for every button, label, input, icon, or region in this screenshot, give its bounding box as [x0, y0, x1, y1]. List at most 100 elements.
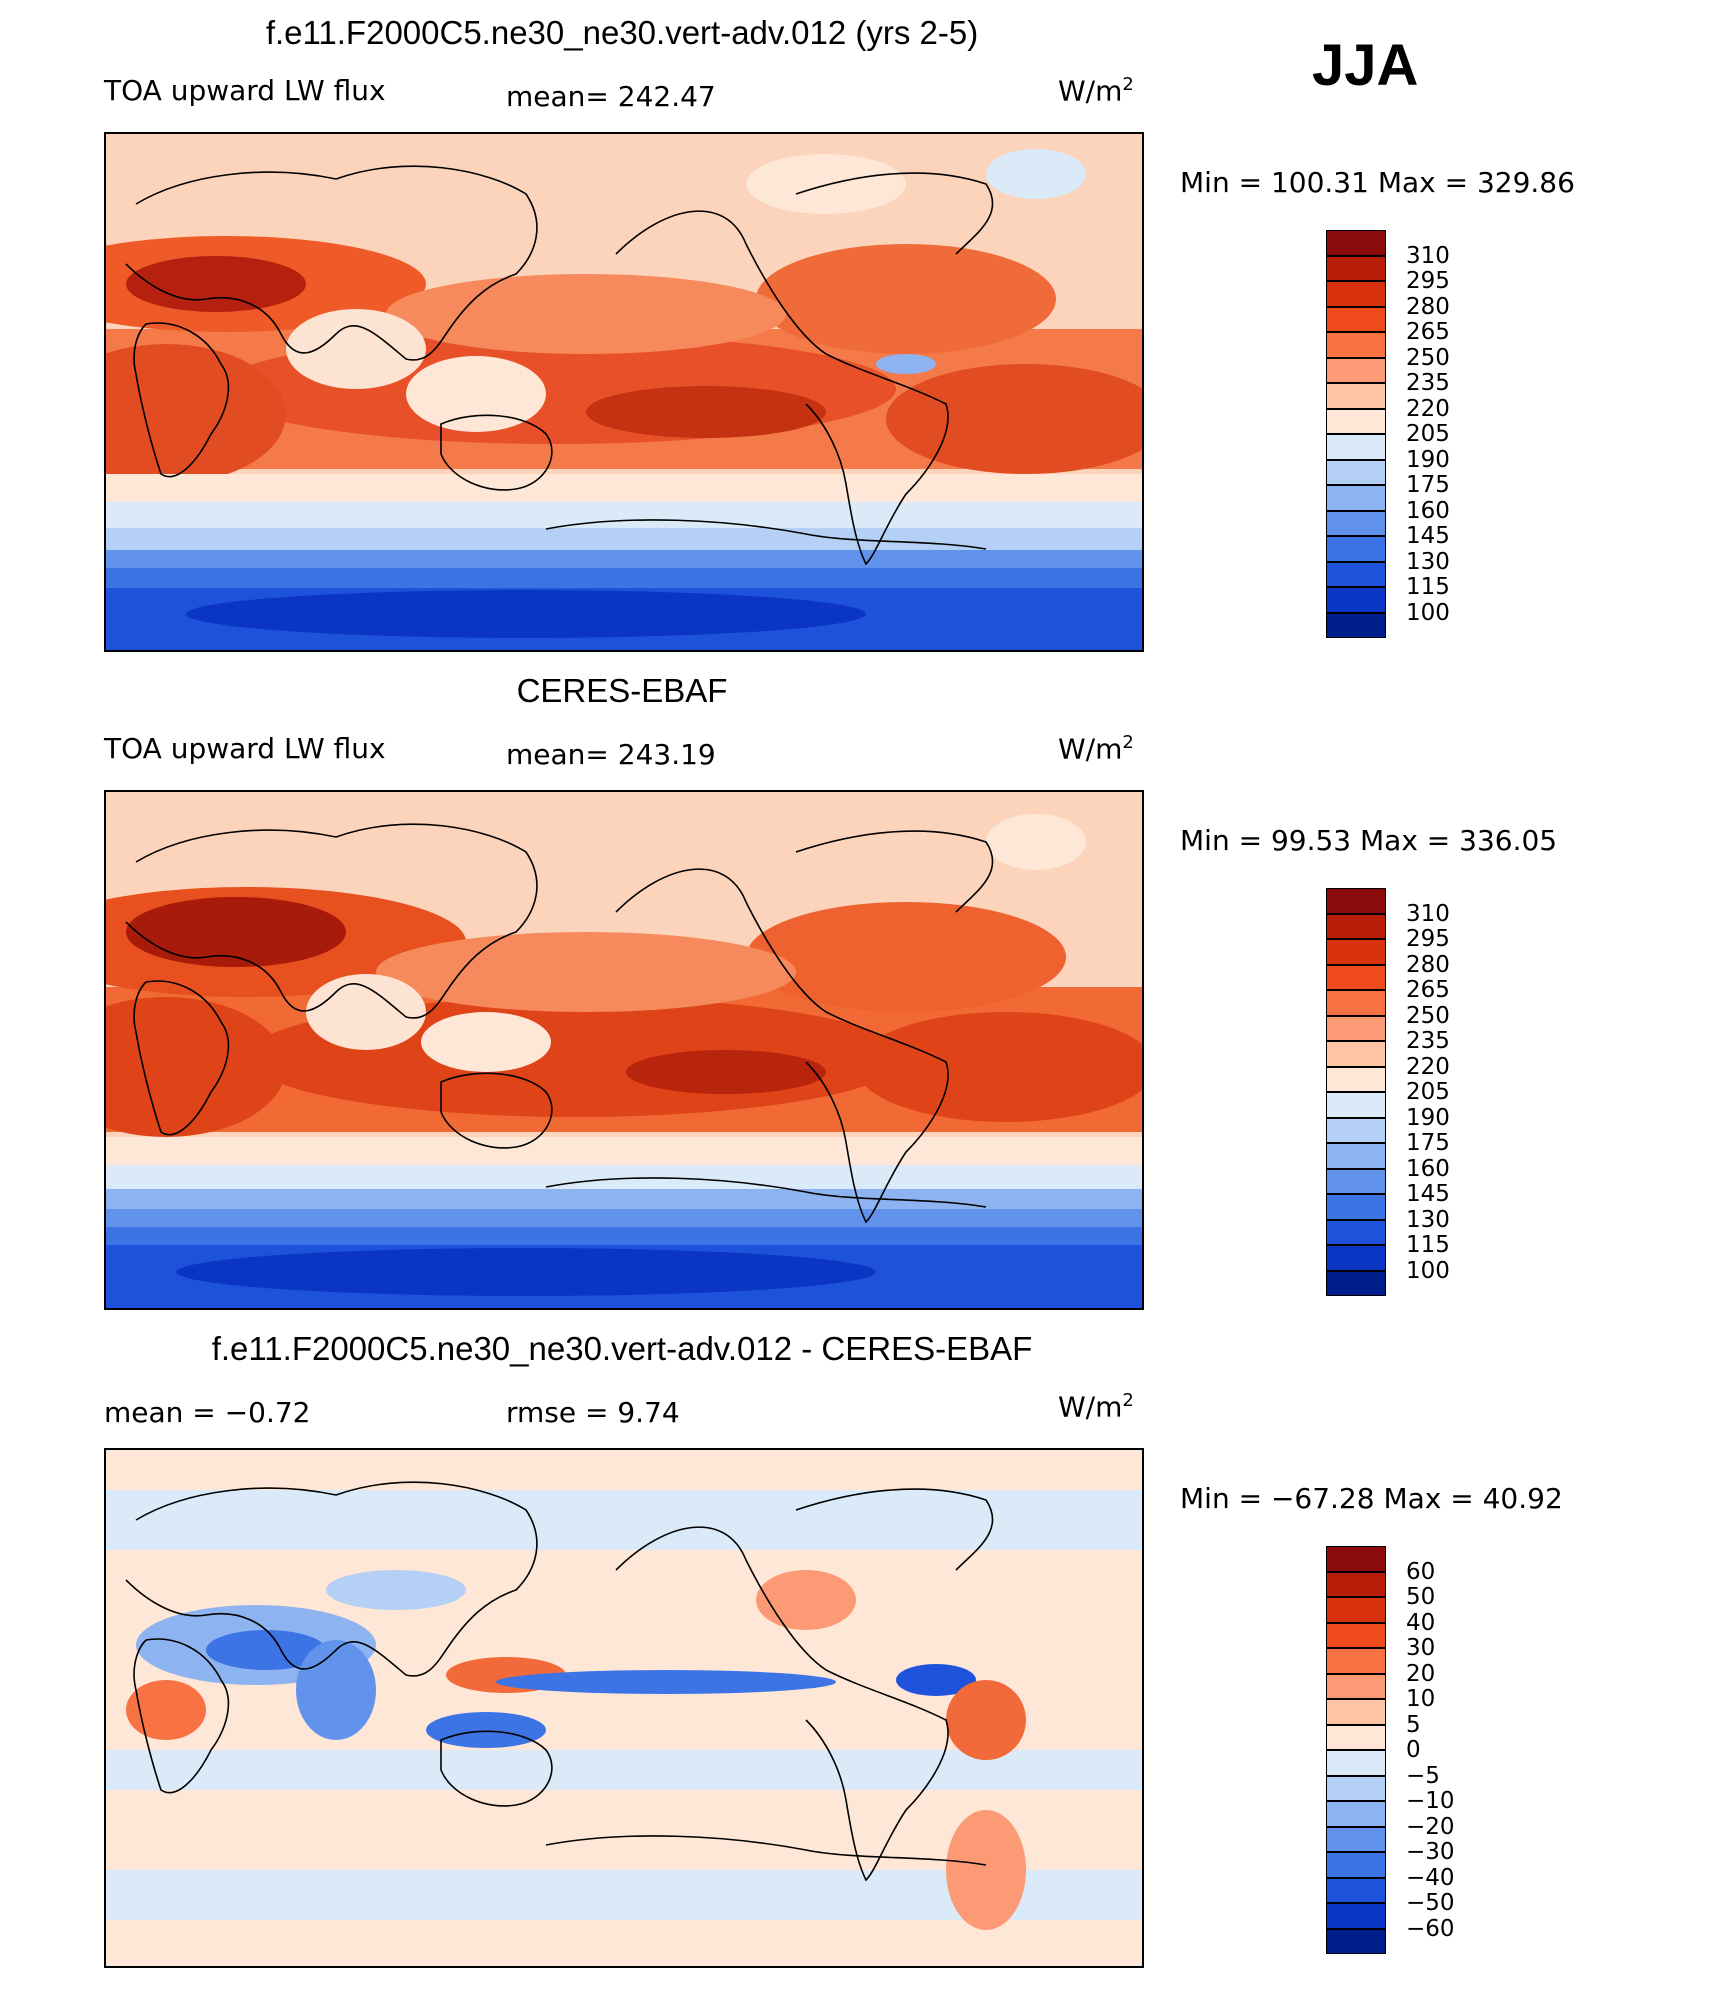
colorbar-swatch	[1326, 1622, 1386, 1648]
colorbar-tick-label: 175	[1406, 472, 1450, 498]
colorbar-swatch	[1326, 1245, 1386, 1271]
colorbar-tick-label: 310	[1406, 900, 1450, 927]
colorbar-swatch	[1326, 1092, 1386, 1118]
colorbar-swatch	[1326, 357, 1386, 383]
colorbar-tick-label: −50	[1406, 1890, 1455, 1916]
colorbar-tick-label: 100	[1406, 1257, 1450, 1284]
panel-3-mean-label: mean = −0.72	[104, 1396, 311, 1429]
colorbar-swatch	[1326, 1117, 1386, 1143]
colorbar-tick-label: 265	[1406, 977, 1450, 1003]
colorbar-swatch	[1326, 1928, 1386, 1954]
colorbar-tick-label: −5	[1406, 1762, 1440, 1789]
colorbar-tick-label: 175	[1406, 1130, 1450, 1156]
panel-1-title: f.e11.F2000C5.ne30_ne30.vert-adv.012 (yr…	[265, 14, 979, 51]
colorbar-swatch	[1326, 913, 1386, 939]
colorbar-swatch	[1326, 459, 1386, 485]
colorbar-tick-label: 130	[1406, 1206, 1450, 1233]
colorbar-tick-label: 160	[1406, 1155, 1450, 1182]
colorbar-tick-label: −60	[1406, 1915, 1455, 1942]
panel-3-title: f.e11.F2000C5.ne30_ne30.vert-adv.012 - C…	[211, 1330, 1033, 1367]
season-label: JJA	[1312, 33, 1419, 98]
colorbar-swatch	[1326, 1877, 1386, 1903]
colorbar-tick-label: 40	[1406, 1609, 1436, 1636]
colorbar-swatch	[1326, 434, 1386, 460]
colorbar-swatch	[1326, 281, 1386, 307]
colorbar-tick-label: 115	[1406, 1232, 1450, 1258]
colorbar-tick-label: −20	[1406, 1813, 1455, 1840]
colorbar-tick-label: 205	[1406, 421, 1450, 447]
colorbar-tick-label: 20	[1406, 1660, 1436, 1687]
colorbar-tick-label: 250	[1406, 1002, 1450, 1029]
panel-1-map-svg	[106, 134, 1142, 650]
colorbar-swatch	[1326, 1571, 1386, 1597]
colorbar-tick-label: 235	[1406, 370, 1450, 396]
colorbar-swatch	[1326, 1903, 1386, 1929]
colorbar-tick-label: 310	[1406, 242, 1450, 269]
colorbar-swatch	[1326, 1801, 1386, 1827]
colorbar-swatch	[1326, 1699, 1386, 1725]
colorbar-tick-label: 160	[1406, 497, 1450, 524]
colorbar-tick-label: 145	[1406, 523, 1450, 549]
colorbar-swatch	[1326, 587, 1386, 613]
panel-2-minmax: Min = 99.53 Max = 336.05	[1180, 824, 1558, 857]
panel-3-rmse-label: rmse = 9.74	[506, 1396, 680, 1429]
colorbar-swatch	[1326, 510, 1386, 536]
colorbar-swatch	[1326, 1852, 1386, 1878]
colorbar-tick-label: 100	[1406, 599, 1450, 626]
colorbar-swatch	[1326, 561, 1386, 587]
panel-1-units: W/m2	[1058, 74, 1134, 108]
colorbar-tick-label: 5	[1406, 1711, 1421, 1738]
panel-1-minmax: Min = 100.31 Max = 329.86	[1180, 166, 1575, 199]
panel-2-title: CERES-EBAF	[516, 672, 728, 709]
colorbar-tick-label: 30	[1406, 1635, 1436, 1661]
colorbar-swatch	[1326, 612, 1386, 638]
colorbar-tick-label: 145	[1406, 1181, 1450, 1207]
colorbar-tick-label: 0	[1406, 1737, 1421, 1763]
panel-1-variable-label: TOA upward LW flux	[104, 74, 386, 107]
colorbar-tick-label: −10	[1406, 1788, 1455, 1814]
colorbar-tick-label: 295	[1406, 268, 1450, 294]
panel-2-variable-label: TOA upward LW flux	[104, 732, 386, 765]
colorbar-tick-label: 10	[1406, 1686, 1436, 1712]
colorbar-swatch	[1326, 888, 1386, 914]
colorbar-swatch	[1326, 1826, 1386, 1852]
colorbar-swatch	[1326, 1168, 1386, 1194]
colorbar-swatch	[1326, 1143, 1386, 1169]
colorbar-swatch	[1326, 1597, 1386, 1623]
colorbar-tick-label: 220	[1406, 395, 1450, 422]
colorbar-swatch	[1326, 1041, 1386, 1067]
colorbar-tick-label: 265	[1406, 319, 1450, 345]
colorbar-swatch	[1326, 964, 1386, 990]
colorbar-swatch	[1326, 408, 1386, 434]
colorbar-tick-label: 280	[1406, 951, 1450, 978]
colorbar-swatch	[1326, 536, 1386, 562]
panel-3-minmax: Min = −67.28 Max = 40.92	[1180, 1482, 1563, 1515]
colorbar-tick-label: −40	[1406, 1864, 1455, 1891]
panel-1-mean-label: mean= 242.47	[506, 80, 716, 113]
colorbar-swatch	[1326, 990, 1386, 1016]
panel-2-units: W/m2	[1058, 732, 1134, 766]
colorbar-tick-label: 190	[1406, 1104, 1450, 1131]
colorbar-tick-label: 295	[1406, 926, 1450, 952]
colorbar-tick-label: 115	[1406, 574, 1450, 600]
colorbar-tick-label: −30	[1406, 1839, 1455, 1865]
colorbar-tick-label: 280	[1406, 293, 1450, 320]
colorbar-swatch	[1326, 1015, 1386, 1041]
panel-3-map	[104, 1448, 1144, 1968]
colorbar-swatch	[1326, 485, 1386, 511]
colorbar-swatch	[1326, 1775, 1386, 1801]
panel-2-map	[104, 790, 1144, 1310]
colorbar-tick-label: 220	[1406, 1053, 1450, 1080]
colorbar-tick-label: 190	[1406, 446, 1450, 473]
colorbar-tick-label: 130	[1406, 548, 1450, 575]
colorbar-swatch	[1326, 1270, 1386, 1296]
colorbar-tick-label: 50	[1406, 1584, 1436, 1610]
panel-2-map-svg	[106, 792, 1142, 1308]
colorbar-swatch	[1326, 1194, 1386, 1220]
colorbar-swatch	[1326, 230, 1386, 256]
colorbar-tick-label: 235	[1406, 1028, 1450, 1054]
colorbar-swatch	[1326, 1066, 1386, 1092]
panel-3-map-svg	[106, 1450, 1142, 1966]
colorbar-swatch	[1326, 1724, 1386, 1750]
colorbar-swatch	[1326, 383, 1386, 409]
